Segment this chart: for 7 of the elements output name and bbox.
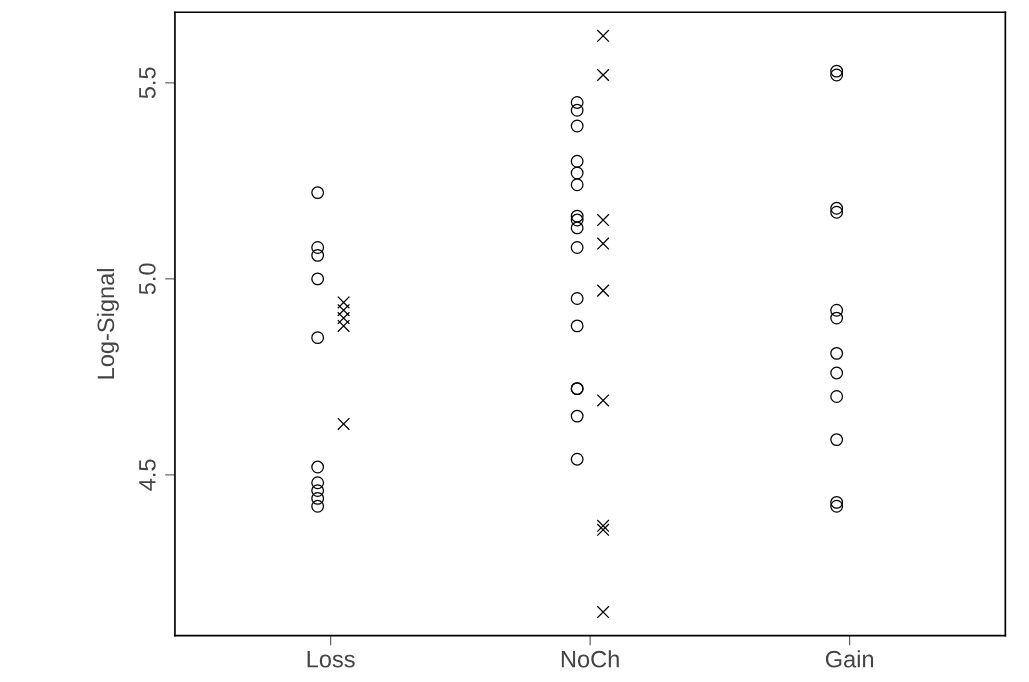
x-tick-label: NoCh: [561, 650, 619, 668]
y-tick-label: 5.0: [138, 263, 156, 295]
y-tick-label: 4.5: [139, 459, 156, 491]
y-tick-label: 5.5: [139, 67, 156, 99]
y-axis-title: Log-Signal: [96, 269, 119, 379]
x-tick-label: Loss: [307, 651, 355, 668]
x-tick-label: Gain: [825, 650, 874, 668]
